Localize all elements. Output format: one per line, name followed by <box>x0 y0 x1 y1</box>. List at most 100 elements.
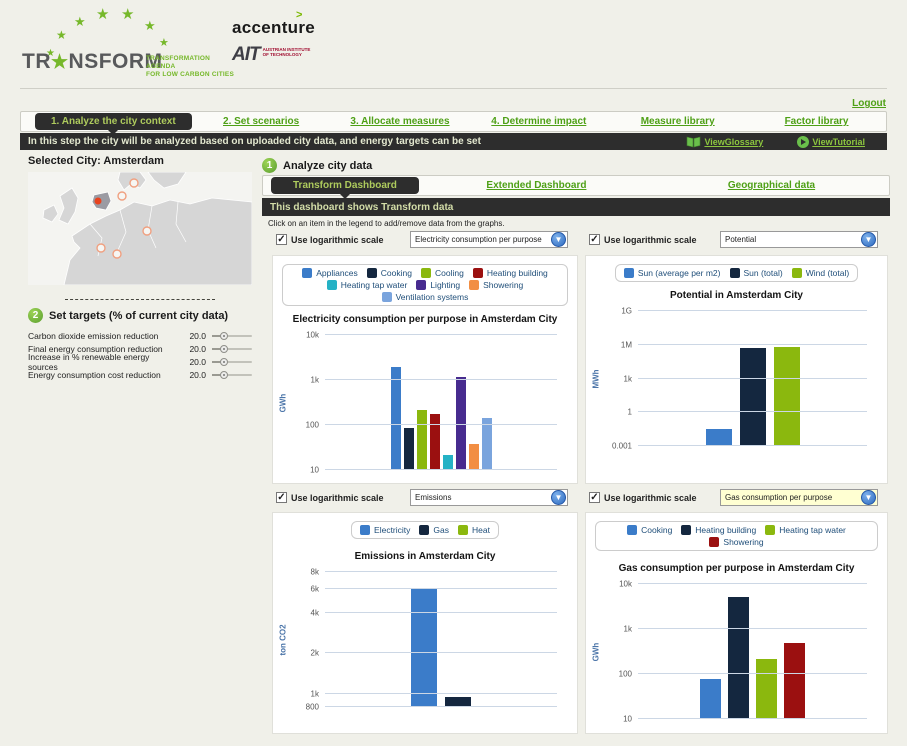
bar-showering <box>784 642 805 719</box>
dashboard-tabs: Transform Dashboard Extended Dashboard Ge… <box>262 175 890 199</box>
main-panel: 1 Analyze city data Transform Dashboard … <box>262 158 890 742</box>
y-tick-label: 6k <box>310 584 319 594</box>
city-marker[interactable] <box>96 243 106 253</box>
chart-legend: Appliances Cooking Cooling Heating building… <box>282 264 568 306</box>
y-tick-label: 4k <box>310 608 319 618</box>
selected-city-marker[interactable] <box>94 197 102 205</box>
legend-item[interactable]: Sun (average per m2) <box>623 268 721 278</box>
chart-title: Emissions in Amsterdam City <box>354 551 496 562</box>
dashboard-tab-link[interactable]: Geographical data <box>727 180 816 191</box>
city-marker[interactable] <box>117 191 127 201</box>
chart-plot: GWh 10 100 1k 10k <box>592 580 867 724</box>
view-tutorial-link[interactable]: ViewTutorial <box>797 135 865 148</box>
legend-label: Ventilation systems <box>395 292 469 302</box>
nav-link[interactable]: 3. Allocate measures <box>350 116 450 127</box>
bar-ventilation-systems <box>481 417 492 470</box>
y-tick-label: 1k <box>623 374 632 383</box>
y-axis-label: GWh <box>278 393 288 412</box>
legend-item[interactable]: Ventilation systems <box>381 292 469 302</box>
log-scale-checkbox[interactable]: ✓ <box>589 234 600 245</box>
target-slider[interactable] <box>212 357 252 366</box>
legend-item[interactable]: Cooling <box>420 268 464 278</box>
legend-item[interactable]: Electricity <box>360 525 410 535</box>
city-marker[interactable] <box>142 226 152 236</box>
y-tick-label: 10k <box>619 579 632 589</box>
legend-item[interactable]: Sun (total) <box>729 268 783 278</box>
ait-logo: AIT AUSTRIAN INSTITUTE OF TECHNOLOGY <box>232 44 311 65</box>
log-scale-checkbox[interactable]: ✓ <box>589 492 600 503</box>
y-tick-label: 8k <box>310 567 319 577</box>
legend-item[interactable]: Cooking <box>366 268 412 278</box>
chart-selector[interactable]: Emissions ▼ <box>410 489 568 506</box>
target-label: Increase in % renewable energy sources <box>28 351 150 372</box>
chart-gas-consumption: Cooking Heating building Heating tap water… <box>585 512 888 734</box>
chart-plot: MWh 0.001 1 1k 1M 1G <box>592 307 867 451</box>
chart-title: Potential in Amsterdam City <box>670 290 803 301</box>
legend-item[interactable]: Showering <box>709 537 764 547</box>
legend-item[interactable]: Cooking <box>627 525 672 535</box>
bar-cooking <box>403 428 414 470</box>
y-tick-label: 1M <box>620 340 632 350</box>
view-glossary-link[interactable]: ViewGlossary <box>686 136 763 148</box>
nav-link[interactable]: Measure library <box>640 116 715 127</box>
gridline <box>325 652 557 654</box>
chart-selector[interactable]: Electricity consumption per purpose ▼ <box>410 231 568 248</box>
nav-link[interactable]: Factor library <box>784 116 849 127</box>
legend-item[interactable]: Lighting <box>416 280 460 290</box>
transform-stars-icon: ★ ★ ★ ★ ★ ★ ★ <box>46 6 169 59</box>
legend-item[interactable]: Heating building <box>472 268 548 278</box>
target-rows: Carbon dioxide emission reduction 20.0 Fin… <box>28 329 252 381</box>
legend-hint: Click on an item in the legend to add/re… <box>268 219 505 228</box>
bar-sun-average-per-m2 <box>705 429 732 446</box>
target-row: Carbon dioxide emission reduction 20.0 <box>28 329 252 342</box>
dashboard-tab-link[interactable]: Extended Dashboard <box>486 180 587 191</box>
dashboard-tab-links: Extended Dashboard Geographical data <box>419 180 889 191</box>
legend-item[interactable]: Heating tap water <box>765 525 846 535</box>
chart-legend: Electricity Gas Heat <box>351 521 499 539</box>
chart-bars <box>638 584 867 719</box>
svg-text:★: ★ <box>96 6 109 23</box>
legend-item[interactable]: Heat <box>458 525 490 535</box>
target-slider[interactable] <box>212 331 252 340</box>
legend-label: Lighting <box>430 280 461 290</box>
gridline <box>325 334 557 335</box>
chart-selector[interactable]: Gas consumption per purpose ▼ <box>720 489 878 506</box>
legend-swatch-icon <box>627 525 638 535</box>
nav-link[interactable]: 2. Set scenarios <box>223 116 300 127</box>
legend-item[interactable]: Heating tap water <box>326 280 407 290</box>
log-scale-checkbox[interactable]: ✓ <box>276 234 287 245</box>
nav-link[interactable]: 4. Determine impact <box>491 116 587 127</box>
svg-text:★: ★ <box>46 48 55 59</box>
tab-transform-dashboard[interactable]: Transform Dashboard <box>271 177 419 199</box>
legend-swatch-icon <box>623 268 634 278</box>
legend-label: Sun (total) <box>743 268 783 278</box>
legend-item[interactable]: Showering <box>469 280 523 290</box>
target-row: Energy consumption cost reduction 20.0 <box>28 368 252 381</box>
city-marker[interactable] <box>112 249 122 259</box>
y-tick-label: 10k <box>306 330 319 340</box>
legend-item[interactable]: Heating building <box>681 525 756 535</box>
accenture-logo: accenture > <box>232 9 316 37</box>
legend-label: Heat <box>472 525 490 535</box>
city-marker[interactable] <box>129 178 139 188</box>
transform-logo: ★ ★ ★ ★ ★ ★ ★ TR★NSFORM TRANSFORMATION A… <box>22 6 237 80</box>
legend-label: Wind (total) <box>805 268 850 278</box>
chart-title: Gas consumption per purpose in Amsterdam… <box>618 563 855 574</box>
legend-label: Cooling <box>434 268 464 278</box>
chevron-down-icon: ▼ <box>551 232 566 247</box>
svg-text:★: ★ <box>144 19 156 34</box>
gridline <box>638 343 867 345</box>
europe-map[interactable] <box>28 171 253 286</box>
log-scale-checkbox[interactable]: ✓ <box>276 492 287 503</box>
chevron-down-icon: ▼ <box>861 232 876 247</box>
target-slider[interactable] <box>212 370 252 379</box>
legend-item[interactable]: Appliances <box>302 268 358 278</box>
chart-selector[interactable]: Potential ▼ <box>720 231 878 248</box>
gridline <box>638 628 867 629</box>
legend-item[interactable]: Wind (total) <box>791 268 850 278</box>
target-slider[interactable] <box>212 344 252 353</box>
legend-item[interactable]: Gas <box>419 525 449 535</box>
logout-link[interactable]: Logout <box>852 98 886 109</box>
chart-row-2: Electricity Gas Heat Emissions in Amsterda… <box>272 512 888 734</box>
nav-tab-active[interactable]: 1. Analyze the city context <box>35 113 192 135</box>
